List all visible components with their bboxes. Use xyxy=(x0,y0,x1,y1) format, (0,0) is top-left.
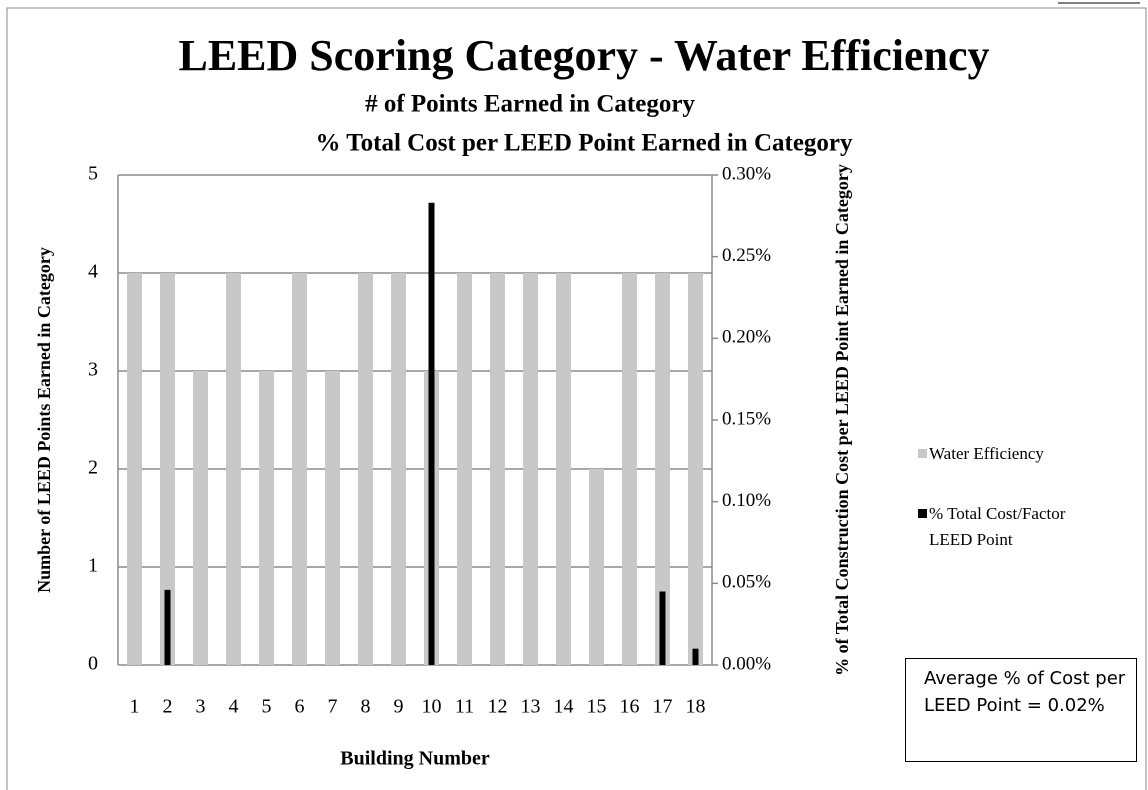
chart-border xyxy=(6,7,1147,790)
y2-tick-label: 0.10% xyxy=(722,490,771,511)
y-tick-label: 2 xyxy=(88,457,98,479)
y-axis-title: Number of LEED Points Earned in Category xyxy=(34,247,54,593)
y2-tick-label: 0.00% xyxy=(722,653,771,674)
x-tick-label: 6 xyxy=(295,696,305,718)
x-tick-label: 12 xyxy=(488,696,508,718)
x-tick-label: 16 xyxy=(620,696,640,718)
x-tick-label: 7 xyxy=(328,696,338,718)
chart-subtitle: % Total Cost per LEED Point Earned in Ca… xyxy=(315,130,853,157)
bar xyxy=(259,371,274,665)
legend-swatch xyxy=(918,509,927,518)
x-tick-label: 2 xyxy=(163,696,173,718)
chart-subtitle: # of Points Earned in Category xyxy=(365,91,695,118)
bar xyxy=(358,273,373,665)
x-tick-label: 1 xyxy=(130,696,140,718)
y2-tick-label: 0.05% xyxy=(722,572,771,593)
bar xyxy=(688,273,703,665)
x-tick-label: 4 xyxy=(229,696,239,718)
bar xyxy=(523,273,538,665)
bar xyxy=(589,469,604,665)
y-tick-label: 1 xyxy=(88,555,98,577)
bar xyxy=(659,591,666,665)
bar xyxy=(556,273,571,665)
x-tick-label: 11 xyxy=(455,696,474,718)
bar xyxy=(622,273,637,665)
x-tick-label: 10 xyxy=(422,696,442,718)
annotation-box: Average % of Cost per LEED Point = 0.02% xyxy=(905,658,1137,762)
legend-label: % Total Cost/Factor LEED Point xyxy=(929,504,1066,549)
y-tick-label: 5 xyxy=(88,163,98,185)
y2-tick-label: 0.30% xyxy=(722,163,771,184)
bar xyxy=(160,273,175,665)
x-tick-label: 5 xyxy=(262,696,272,718)
y-tick-label: 4 xyxy=(88,261,98,283)
x-tick-label: 14 xyxy=(554,696,574,718)
bar xyxy=(391,273,406,665)
x-tick-label: 18 xyxy=(686,696,706,718)
y2-tick-label: 0.15% xyxy=(722,408,771,429)
x-tick-label: 13 xyxy=(521,696,541,718)
legend-item: % Total Cost/Factor LEED Point xyxy=(918,504,1118,553)
legend-label: Water Efficiency xyxy=(929,444,1044,463)
x-axis-title: Building Number xyxy=(340,748,490,770)
x-tick-label: 15 xyxy=(587,696,607,718)
bar xyxy=(428,202,435,665)
y-tick-label: 3 xyxy=(88,359,98,381)
x-tick-label: 3 xyxy=(196,696,206,718)
bar xyxy=(655,273,670,665)
bar xyxy=(457,273,472,665)
x-tick-label: 17 xyxy=(653,696,673,718)
y-tick-label: 0 xyxy=(88,653,98,675)
x-tick-label: 9 xyxy=(394,696,404,718)
y2-tick-label: 0.25% xyxy=(722,245,771,266)
bar xyxy=(193,371,208,665)
chart-title: LEED Scoring Category - Water Efficiency xyxy=(178,31,989,80)
bar xyxy=(164,589,171,665)
bar xyxy=(325,371,340,665)
y2-tick-label: 0.20% xyxy=(722,327,771,348)
x-tick-label: 8 xyxy=(361,696,371,718)
y2-axis-title: % of Total Construction Cost per LEED Po… xyxy=(832,164,852,676)
bar xyxy=(127,273,142,665)
bar xyxy=(692,648,699,665)
legend-swatch xyxy=(918,449,927,458)
bar xyxy=(292,273,307,665)
bar xyxy=(490,273,505,665)
bar xyxy=(226,273,241,665)
legend-item: Water Efficiency xyxy=(918,444,1118,467)
